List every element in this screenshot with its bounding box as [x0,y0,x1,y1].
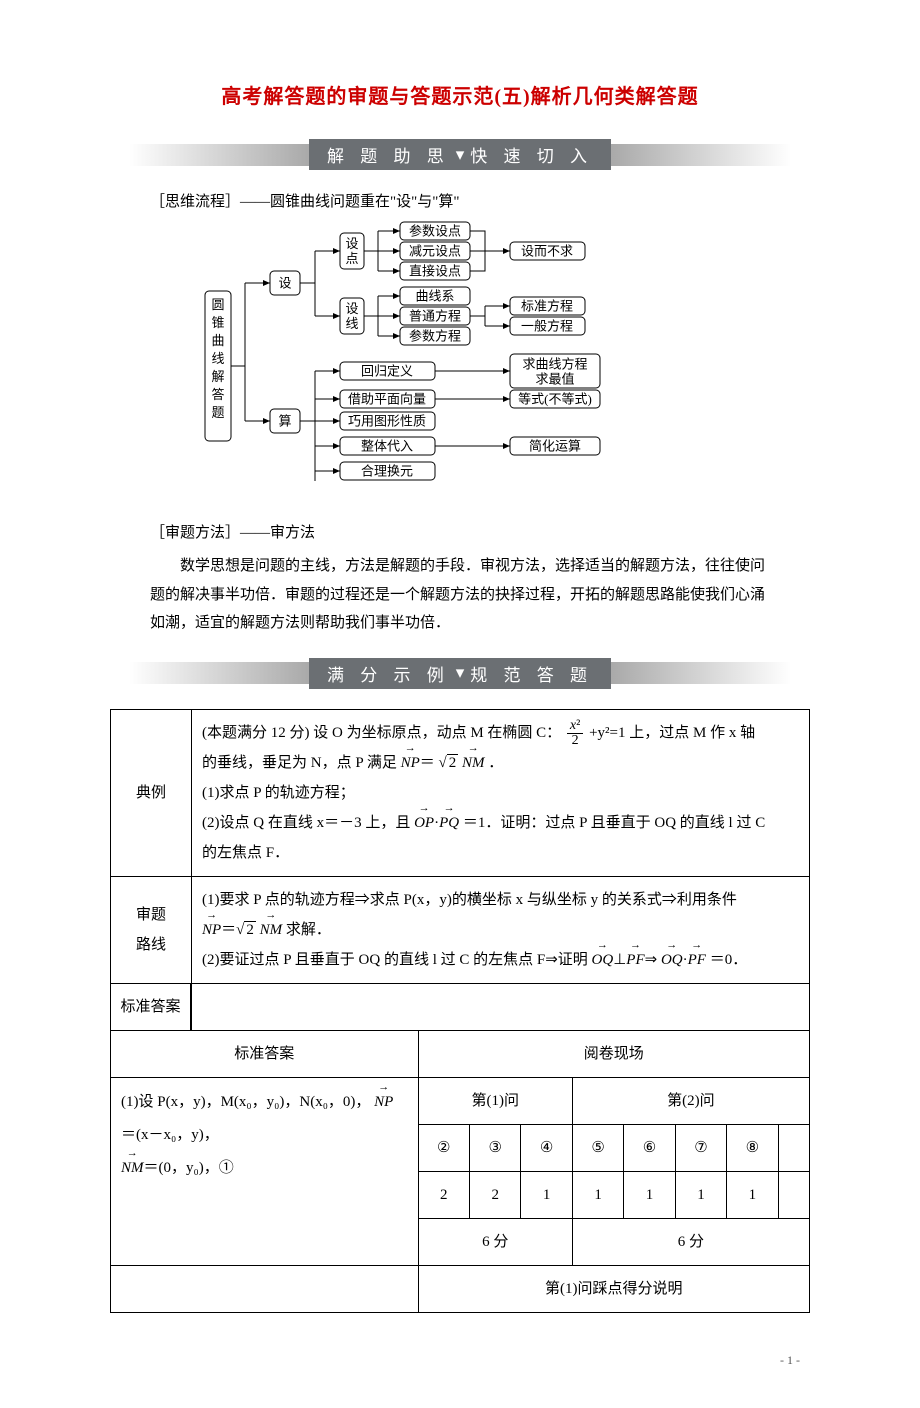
circ-2: ② [418,1124,469,1171]
page-container: 高考解答题的审题与答题示范(五)解析几何类解答题 解 题 助 思 ▾ 快 速 切… [0,0,920,1408]
answer-body: (1)设 P(x，y)，M(x₀，y₀)，N(x₀，0)， NP ＝(x－x₀，… [111,1077,419,1265]
sum-2: 6 分 [572,1218,809,1265]
svg-text:设: 设 [345,301,358,316]
flowchart-svg: 圆 锥 曲 线 解 答 题 设 算 设 点 [200,221,720,501]
ribbon-text-left: 满 分 示 例 [327,661,450,686]
svg-text:设: 设 [345,236,358,251]
svg-text:回归定义: 回归定义 [361,364,413,379]
section-1-heading: ［思维流程］——圆锥曲线问题重在"设"与"算" [150,190,810,211]
val-4: 1 [521,1171,572,1218]
svg-text:题: 题 [211,405,224,420]
svg-text:曲: 曲 [211,333,224,348]
val-3: 2 [469,1171,520,1218]
ribbon-center: 解 题 助 思 ▾ 快 速 切 入 [309,139,611,170]
circ-3: ③ [469,1124,520,1171]
table-row-headers: 标准答案 [111,983,810,1030]
svg-text:答: 答 [211,387,224,402]
example-content: (本题满分 12 分) 设 O 为坐标原点，动点 M 在椭圆 C： x²2 +y… [192,709,810,876]
footer-note: 第(1)问踩点得分说明 [418,1265,809,1312]
circ-4: ④ [521,1124,572,1171]
ribbon-dot: ▾ [456,663,465,683]
ribbon-fade-left [129,662,309,684]
lower-header-row: 标准答案 阅卷现场 [111,1030,810,1077]
val-7: 1 [675,1171,726,1218]
page-title: 高考解答题的审题与答题示范(五)解析几何类解答题 [110,80,810,109]
svg-text:求最值: 求最值 [535,372,574,387]
svg-text:点: 点 [345,251,358,266]
circ-5: ⑤ [572,1124,623,1171]
ribbon-text-right: 规 范 答 题 [470,661,593,686]
svg-text:标准方程: 标准方程 [521,299,573,314]
ribbon-text-right: 快 速 切 入 [470,142,593,167]
flow-suan: 算 [278,414,291,429]
svg-text:简化运算: 简化运算 [529,439,581,454]
ribbon-center: 满 分 示 例 ▾ 规 范 答 题 [309,658,611,689]
svg-text:参数设点: 参数设点 [409,224,461,239]
svg-text:借助平面向量: 借助平面向量 [348,392,426,407]
paragraph-1: 数学思想是问题的主线，方法是解题的手段．审视方法，选择适当的解题方法，往往使问题… [150,552,770,638]
answer-header: 标准答案 [111,1030,419,1077]
svg-text:曲线系: 曲线系 [415,289,454,304]
ribbon-text-left: 解 题 助 思 [327,142,450,167]
flow-she: 设 [278,276,291,291]
ribbon-fade-left [129,144,309,166]
svg-text:求曲线方程: 求曲线方程 [522,357,587,372]
svg-text:线: 线 [211,351,224,366]
main-table: 典例 (本题满分 12 分) 设 O 为坐标原点，动点 M 在椭圆 C： x²2… [110,709,810,1031]
row-label-route: 审题路线 [111,876,192,983]
ribbon-2: 满 分 示 例 ▾ 规 范 答 题 [110,658,810,689]
ribbon-fade-right [611,662,791,684]
ribbon-1: 解 题 助 思 ▾ 快 速 切 入 [110,139,810,170]
flow-root: 圆 [211,297,224,312]
flowchart: 圆 锥 曲 线 解 答 题 设 算 设 点 [110,221,810,501]
svg-text:线: 线 [345,316,358,331]
answer-and-marks-row: (1)设 P(x，y)，M(x₀，y₀)，N(x₀，0)， NP ＝(x－x₀，… [111,1077,810,1124]
row-label-example: 典例 [111,709,192,876]
footer-row: 第(1)问踩点得分说明 [111,1265,810,1312]
svg-text:设而不求: 设而不求 [521,244,573,259]
svg-text:减元设点: 减元设点 [409,244,461,259]
ribbon-fade-right [611,144,791,166]
svg-text:直接设点: 直接设点 [409,264,461,279]
svg-text:合理换元: 合理换元 [361,464,413,479]
table-row-route: 审题路线 (1)要求 P 点的轨迹方程⇒求点 P(x，y)的横坐标 x 与纵坐标… [111,876,810,983]
val-6: 1 [624,1171,675,1218]
svg-text:巧用图形性质: 巧用图形性质 [348,414,426,429]
val-5: 1 [572,1171,623,1218]
val-8: 1 [727,1171,778,1218]
val-2: 2 [418,1171,469,1218]
q2-header: 第(2)问 [572,1077,809,1124]
scene-header: 阅卷现场 [418,1030,809,1077]
sum-1: 6 分 [418,1218,572,1265]
ribbon-dot: ▾ [456,145,465,165]
q1-header: 第(1)问 [418,1077,572,1124]
svg-text:整体代入: 整体代入 [361,439,413,454]
page-number: - 1 - [110,1353,810,1368]
answer-header-cell: 标准答案 [111,983,192,1030]
svg-text:参数方程: 参数方程 [409,329,461,344]
svg-text:锥: 锥 [211,315,224,330]
answer-header: 标准答案 [111,984,191,1030]
section-2-heading: ［审题方法］——审方法 [150,521,810,542]
route-content: (1)要求 P 点的轨迹方程⇒求点 P(x，y)的横坐标 x 与纵坐标 y 的关… [192,876,810,983]
svg-text:普通方程: 普通方程 [409,309,461,324]
circ-7: ⑦ [675,1124,726,1171]
circ-6: ⑥ [624,1124,675,1171]
table-row-example: 典例 (本题满分 12 分) 设 O 为坐标原点，动点 M 在椭圆 C： x²2… [111,709,810,876]
svg-text:一般方程: 一般方程 [521,319,573,334]
circ-8: ⑧ [727,1124,778,1171]
svg-text:解: 解 [211,369,224,384]
lower-table: 标准答案 阅卷现场 (1)设 P(x，y)，M(x₀，y₀)，N(x₀，0)， … [110,1030,810,1313]
svg-text:等式(不等式): 等式(不等式) [518,392,592,407]
